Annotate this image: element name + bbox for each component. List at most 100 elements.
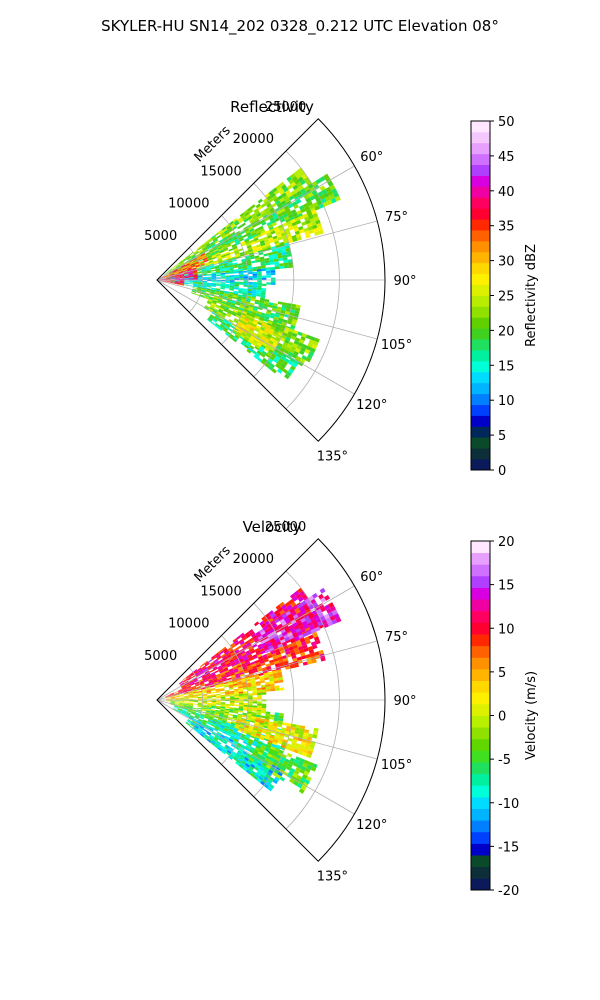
radar-bin bbox=[186, 676, 191, 680]
radar-bin bbox=[268, 722, 274, 726]
radar-bin bbox=[214, 305, 220, 309]
radar-bin bbox=[243, 338, 249, 343]
radar-bin bbox=[265, 268, 271, 271]
radar-bin bbox=[313, 623, 319, 629]
radar-bin bbox=[254, 337, 260, 343]
radar-bin bbox=[233, 647, 239, 652]
radar-bin bbox=[247, 686, 253, 690]
radar-bin bbox=[312, 341, 319, 347]
radar-bin bbox=[257, 697, 262, 700]
radar-bin bbox=[260, 242, 266, 247]
radar-bin bbox=[274, 348, 280, 354]
radar-bin bbox=[307, 226, 314, 231]
radial-tick-label: 20000 bbox=[233, 132, 274, 147]
radar-bin bbox=[217, 319, 223, 323]
radar-bin bbox=[201, 687, 206, 690]
radar-bin bbox=[211, 311, 217, 316]
radar-bin bbox=[191, 721, 196, 725]
radar-bin bbox=[231, 243, 237, 248]
radar-bin bbox=[228, 738, 234, 743]
radar-bin bbox=[197, 693, 203, 696]
radar-bin bbox=[244, 640, 250, 645]
radar-bin bbox=[288, 328, 295, 333]
radar-bin bbox=[238, 248, 244, 252]
radar-bin bbox=[306, 630, 313, 636]
radar-bin bbox=[172, 267, 177, 271]
radar-bin bbox=[267, 724, 273, 728]
radar-bin bbox=[193, 281, 199, 283]
radar-bin bbox=[188, 705, 193, 707]
radar-bin bbox=[218, 325, 224, 330]
radar-bin bbox=[225, 660, 231, 665]
radar-bin bbox=[248, 337, 255, 342]
radar-bin bbox=[297, 331, 303, 337]
radar-bin bbox=[188, 274, 194, 276]
radar-bin bbox=[281, 210, 287, 216]
radar-bin bbox=[238, 236, 244, 241]
radar-bin bbox=[251, 681, 257, 685]
radar-bin bbox=[273, 238, 279, 242]
radar-bin bbox=[254, 719, 260, 723]
radar-bin bbox=[245, 257, 251, 261]
radar-bin bbox=[238, 691, 244, 694]
radar-bin bbox=[277, 320, 283, 325]
radar-bin bbox=[167, 268, 172, 272]
radar-bin bbox=[170, 276, 176, 279]
radar-bin bbox=[210, 303, 216, 307]
radar-bin bbox=[233, 738, 239, 743]
colorbar-swatch bbox=[471, 668, 490, 681]
azimuth-line bbox=[156, 279, 378, 340]
radar-bin bbox=[232, 246, 238, 250]
radar-bin bbox=[238, 708, 244, 711]
radar-bin bbox=[256, 221, 262, 226]
radar-bin bbox=[168, 271, 174, 274]
radar-bin bbox=[216, 312, 222, 317]
radar-bin bbox=[229, 278, 235, 280]
radar-bin bbox=[174, 263, 179, 267]
radar-bin bbox=[238, 328, 244, 333]
radar-bin bbox=[211, 287, 216, 290]
radar-bin bbox=[277, 301, 283, 305]
radar-bin bbox=[218, 738, 224, 742]
radar-bin bbox=[255, 717, 261, 721]
radar-bin bbox=[262, 656, 269, 661]
radar-bin bbox=[296, 190, 302, 196]
radar-bin bbox=[252, 332, 258, 337]
radar-bin bbox=[191, 688, 197, 691]
radar-bin bbox=[287, 203, 294, 209]
radar-bin bbox=[242, 330, 248, 335]
angle-tick-label: 120° bbox=[356, 818, 387, 833]
radar-bin bbox=[268, 239, 275, 244]
radar-bin bbox=[238, 658, 244, 662]
radar-bin bbox=[205, 662, 210, 667]
radar-bin bbox=[177, 268, 182, 271]
radar-bin bbox=[174, 272, 179, 275]
radar-bin bbox=[210, 662, 216, 667]
radar-bin bbox=[277, 332, 283, 337]
radar-bin bbox=[170, 698, 176, 700]
radar-bin bbox=[247, 286, 253, 290]
radar-bin bbox=[195, 253, 201, 257]
radar-bin bbox=[316, 200, 323, 206]
radar-bin bbox=[223, 293, 229, 296]
radar-bin bbox=[215, 271, 221, 274]
radar-bin bbox=[267, 304, 273, 308]
radar-bin bbox=[165, 276, 171, 279]
radar-bin bbox=[210, 710, 216, 713]
radar-bin bbox=[241, 298, 247, 302]
radar-bin bbox=[178, 691, 184, 694]
radar-bin bbox=[208, 260, 214, 264]
radar-bin bbox=[196, 721, 202, 725]
radar-bin bbox=[285, 230, 291, 236]
radar-bin bbox=[278, 679, 284, 683]
radar-bin bbox=[210, 709, 216, 712]
radar-bin bbox=[246, 245, 252, 249]
radar-bin bbox=[252, 283, 258, 286]
radar-bin bbox=[194, 262, 200, 265]
radar-bin bbox=[219, 710, 225, 713]
colorbar-tick-label: 40 bbox=[498, 185, 515, 200]
radar-bin bbox=[300, 777, 306, 783]
radar-bin bbox=[296, 764, 303, 769]
radar-bin bbox=[266, 232, 272, 237]
radar-bin bbox=[194, 715, 200, 718]
